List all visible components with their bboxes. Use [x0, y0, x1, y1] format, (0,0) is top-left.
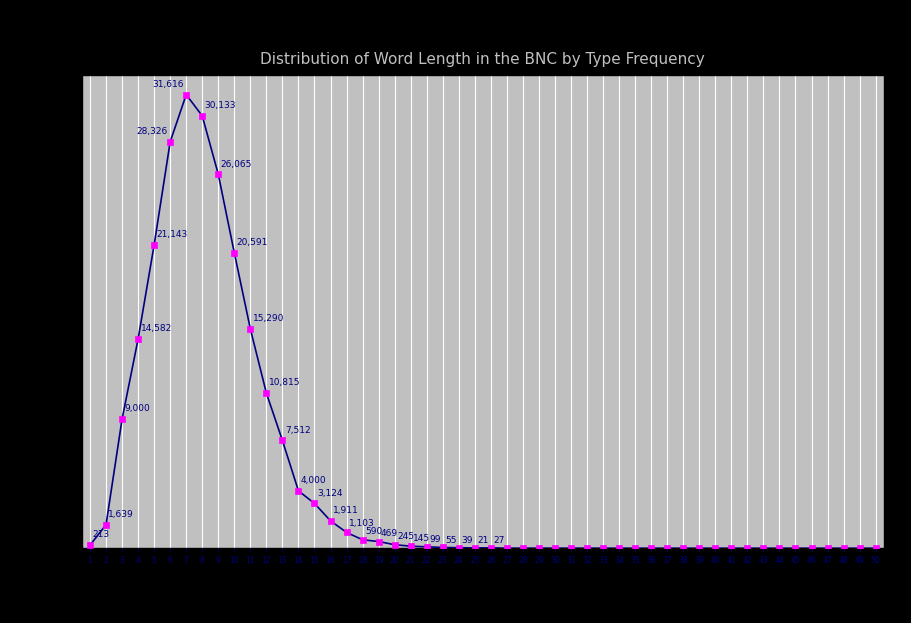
- Text: 590: 590: [365, 527, 383, 536]
- Text: 39: 39: [461, 536, 473, 545]
- Text: 21: 21: [477, 536, 488, 545]
- Text: 28,326: 28,326: [137, 127, 168, 136]
- Text: 20,591: 20,591: [237, 238, 268, 247]
- Text: 145: 145: [413, 535, 430, 543]
- Text: 31,616: 31,616: [152, 80, 184, 89]
- Text: 4,000: 4,000: [301, 476, 326, 485]
- Text: 1,103: 1,103: [349, 519, 374, 528]
- Title: Distribution of Word Length in the BNC by Type Frequency: Distribution of Word Length in the BNC b…: [261, 52, 705, 67]
- Text: 1,639: 1,639: [108, 510, 134, 519]
- Text: 26,065: 26,065: [220, 159, 252, 169]
- Text: 3,124: 3,124: [317, 488, 343, 498]
- Text: 7,512: 7,512: [285, 426, 311, 435]
- Text: 9,000: 9,000: [125, 404, 150, 414]
- Text: 1,911: 1,911: [333, 506, 359, 515]
- Text: 21,143: 21,143: [157, 230, 188, 239]
- Text: 15,290: 15,290: [252, 314, 284, 323]
- Text: 99: 99: [429, 535, 441, 544]
- Text: 213: 213: [92, 530, 109, 540]
- Text: 245: 245: [397, 532, 415, 541]
- Text: 469: 469: [381, 529, 398, 538]
- Text: 14,582: 14,582: [140, 325, 172, 333]
- Text: 55: 55: [445, 536, 456, 545]
- Text: 30,133: 30,133: [205, 101, 236, 110]
- Text: 10,815: 10,815: [269, 378, 301, 388]
- Text: 27: 27: [493, 536, 505, 545]
